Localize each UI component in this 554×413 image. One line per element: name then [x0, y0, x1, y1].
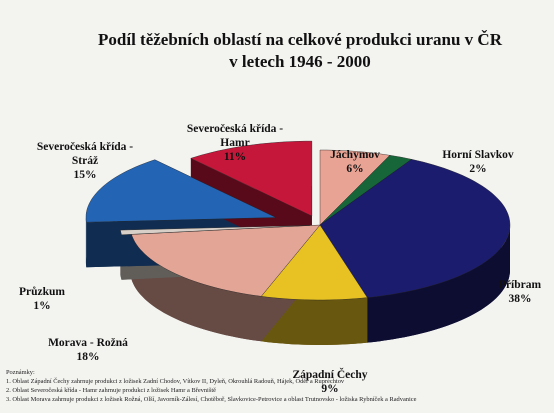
label-value: 1% — [33, 300, 51, 312]
notes-heading: Poznámky: — [6, 369, 35, 376]
note-line: 3. Oblast Morava zahrnuje produkci z lož… — [6, 396, 417, 403]
slice — [319, 159, 511, 298]
slice — [190, 140, 313, 217]
label-value: 38% — [508, 293, 532, 305]
slice — [319, 149, 391, 226]
notes: Poznámky: 1. Oblast Západní Čechy zahrnu… — [6, 368, 552, 404]
slice — [260, 224, 368, 301]
slice-label: Jáchymov 6% — [295, 148, 415, 176]
slice-side — [367, 225, 510, 343]
chart-subtitle: v letech 1946 - 2000 — [229, 52, 371, 71]
slice — [131, 224, 321, 297]
slice — [85, 159, 276, 223]
label-name: Severočeská křída - Hamr — [186, 123, 284, 149]
label-name: Severočeská křída - Stráž — [36, 141, 134, 167]
slice-label: Příbram 38% — [460, 278, 554, 306]
slice-label: Severočeská křída - Stráž 15% — [25, 140, 145, 182]
label-value: 2% — [469, 163, 487, 175]
slice — [120, 225, 311, 236]
slice-side — [131, 234, 262, 342]
slice-label: Západní Čechy 9% — [270, 368, 390, 396]
note-line: 2. Oblast Severočeská křída - Hamr zahrn… — [6, 387, 216, 394]
label-value: 11% — [223, 151, 247, 163]
label-value: 15% — [73, 169, 97, 181]
label-name: Příbram — [498, 279, 542, 291]
slice-label: Horní Slavkov 2% — [418, 148, 538, 176]
label-name: Průzkum — [19, 286, 65, 298]
label-value: 9% — [321, 383, 339, 395]
label-name: Morava - Rožná — [48, 337, 128, 349]
note-line: 1. Oblast Západní Čechy zahrnuje produkc… — [6, 378, 345, 385]
slice-label: Průzkum 1% — [0, 285, 102, 313]
slice-label: Severočeská křída - Hamr 11% — [175, 122, 295, 164]
label-value: 18% — [76, 351, 100, 363]
label-name: Horní Slavkov — [442, 149, 514, 161]
label-name: Západní Čechy — [292, 369, 368, 381]
chart-title: Podíl těžebních oblastí na celkové produ… — [98, 30, 502, 49]
slice-label: Morava - Rožná 18% — [28, 336, 148, 364]
label-name: Jáchymov — [330, 149, 380, 161]
label-value: 6% — [346, 163, 364, 175]
